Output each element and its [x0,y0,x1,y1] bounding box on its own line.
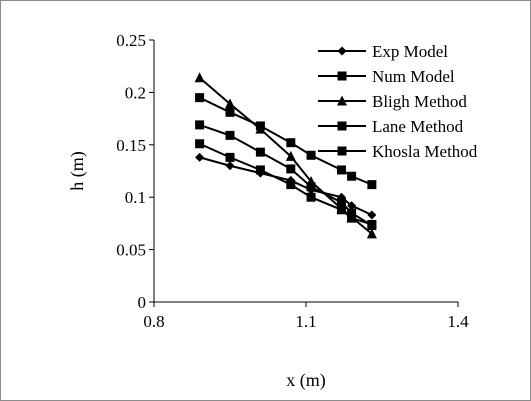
chart-legend: Exp Model Num Model Bligh Method Lane Metho… [318,42,478,161]
series-khosla-method [195,93,377,190]
data-point [367,220,377,230]
y-tick-label: 0.15 [116,136,146,155]
series-line [199,96,373,186]
data-point [347,201,357,211]
data-point [255,121,265,131]
data-point [225,98,235,109]
x-axis-title: x (m) [286,370,326,391]
data-point [225,152,235,162]
data-point [195,152,205,162]
data-point [286,138,296,148]
series-lane-method [195,120,377,230]
y-tick-label: 0.1 [125,188,146,207]
data-point [306,182,316,192]
legend-label: Exp Model [372,42,448,61]
data-point [337,121,347,131]
chart-tick-labels: 0 0.05 0.1 0.15 0.2 0.25 0.8 1.1 1.4 [116,31,469,331]
chart-plot-area [194,72,377,239]
data-point [195,139,205,149]
legend-label: Bligh Method [372,92,467,111]
data-point [337,95,347,106]
data-point [225,130,235,140]
data-point [225,161,235,171]
data-point [336,203,347,214]
data-point [337,46,347,56]
data-point [195,120,205,130]
data-point [366,228,377,239]
chart-axes [149,39,459,307]
data-point [225,107,235,117]
data-point [347,208,357,218]
data-point [336,165,346,175]
data-point [286,164,296,174]
legend-entry: Exp Model [318,42,448,61]
data-point [285,150,296,161]
legend-entry: Num Model [318,67,455,86]
y-tick-label: 0.2 [125,83,146,102]
data-point [347,171,357,181]
y-tick-label: 0 [138,293,147,312]
x-tick-label: 1.4 [447,312,469,331]
data-point [336,197,346,207]
data-point [337,146,347,156]
data-point [306,150,316,160]
data-point [255,147,265,157]
legend-label: Num Model [372,67,455,86]
y-tick-label: 0.25 [116,31,146,50]
legend-entry: Khosla Method [318,142,478,161]
data-point [367,210,377,220]
data-point [195,93,205,103]
legend-label: Khosla Method [372,142,478,161]
data-point [337,71,347,81]
y-axis-title: h (m) [67,151,88,191]
y-tick-label: 0.05 [116,241,146,260]
x-tick-label: 1.1 [295,312,316,331]
data-point [367,180,377,190]
data-point [286,180,296,190]
data-point [306,192,316,202]
data-point [255,165,265,175]
data-point [194,72,205,83]
x-tick-label: 0.8 [143,312,164,331]
legend-label: Lane Method [372,117,464,136]
legend-entry: Lane Method [318,117,464,136]
legend-entry: Bligh Method [318,92,467,111]
